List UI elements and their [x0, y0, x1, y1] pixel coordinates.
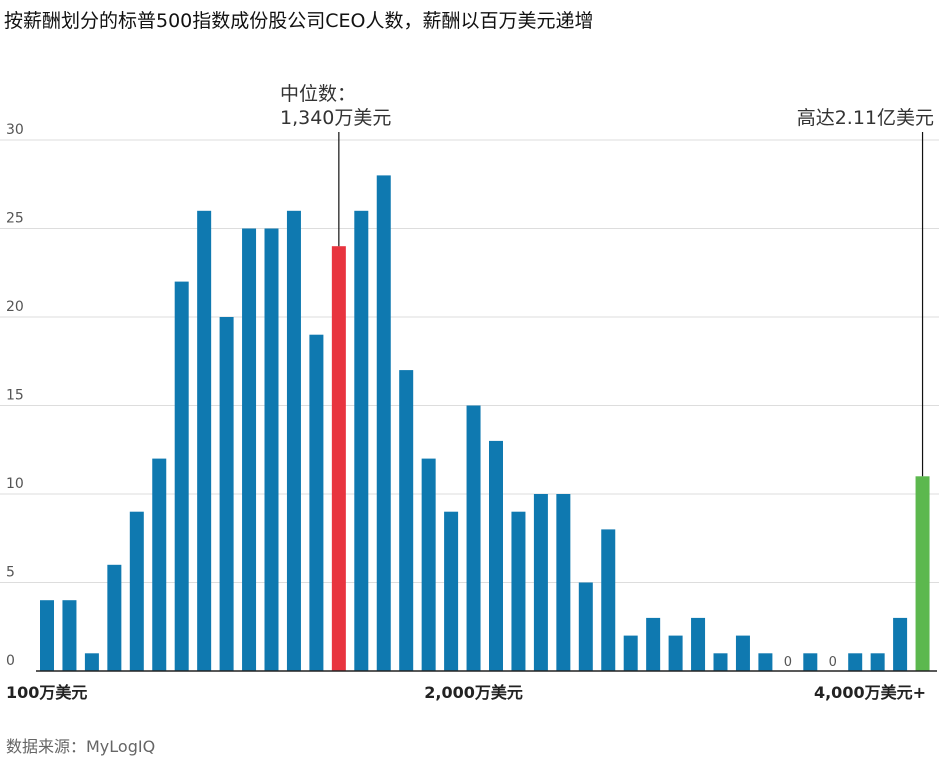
chart-title: 按薪酬划分的标普500指数成份股公司CEO人数，薪酬以百万美元递增	[4, 10, 594, 32]
annotation-text: 高达2.11亿美元	[797, 107, 934, 129]
bar	[533, 494, 548, 671]
y-tick-label: 25	[6, 211, 24, 227]
bar	[309, 334, 324, 671]
bar	[848, 653, 863, 671]
annotations: 中位数：1,340万美元 高达2.11亿美元	[280, 83, 934, 477]
y-tick-label: 5	[6, 565, 15, 581]
bar	[174, 281, 189, 671]
y-tick-label: 0	[6, 653, 15, 669]
x-tick-label: 2,000万美元	[424, 683, 523, 702]
bar	[62, 600, 77, 671]
bar	[735, 635, 750, 671]
bar	[623, 635, 638, 671]
y-axis-ticks: 0 5 10 15 20 25 30	[6, 122, 24, 669]
bar	[489, 440, 503, 671]
y-tick-label: 10	[6, 476, 24, 492]
y-tick-label: 15	[6, 388, 24, 404]
bars	[40, 175, 930, 672]
annotation-text: 1,340万美元	[280, 107, 391, 129]
bar	[197, 210, 212, 672]
bar	[354, 210, 369, 672]
zero-label: 0	[829, 655, 837, 670]
bar	[601, 529, 616, 671]
bar	[421, 458, 436, 671]
source-note: 数据来源：MyLogIQ	[6, 737, 156, 756]
y-tick-label: 20	[6, 299, 24, 315]
bar	[646, 617, 661, 671]
bar	[691, 617, 706, 671]
bar	[129, 511, 144, 671]
bar	[758, 653, 773, 671]
bar	[915, 476, 930, 671]
bar	[376, 175, 391, 671]
bar	[668, 635, 683, 671]
bar	[286, 210, 301, 672]
bar	[556, 494, 571, 671]
bar	[511, 511, 526, 671]
bar	[713, 653, 728, 671]
bar	[152, 458, 167, 671]
bar	[331, 246, 346, 671]
bar	[893, 617, 908, 671]
x-tick-label: 4,000万美元+	[814, 683, 926, 702]
bar	[219, 317, 234, 671]
annotation-text: 中位数：	[280, 83, 356, 105]
bar	[466, 405, 481, 671]
bar	[40, 600, 54, 671]
y-tick-label: 30	[6, 122, 24, 138]
bar	[399, 370, 414, 671]
bar	[84, 653, 99, 671]
bar	[107, 564, 122, 671]
bar	[444, 511, 459, 671]
bar	[803, 653, 818, 671]
x-tick-label: 100万美元	[6, 683, 87, 702]
bar	[578, 582, 593, 671]
x-axis-labels: 100万美元 2,000万美元 4,000万美元+	[6, 683, 926, 702]
bar	[264, 228, 279, 671]
bar	[870, 653, 885, 671]
bar	[242, 228, 257, 671]
zero-label: 0	[784, 655, 792, 670]
